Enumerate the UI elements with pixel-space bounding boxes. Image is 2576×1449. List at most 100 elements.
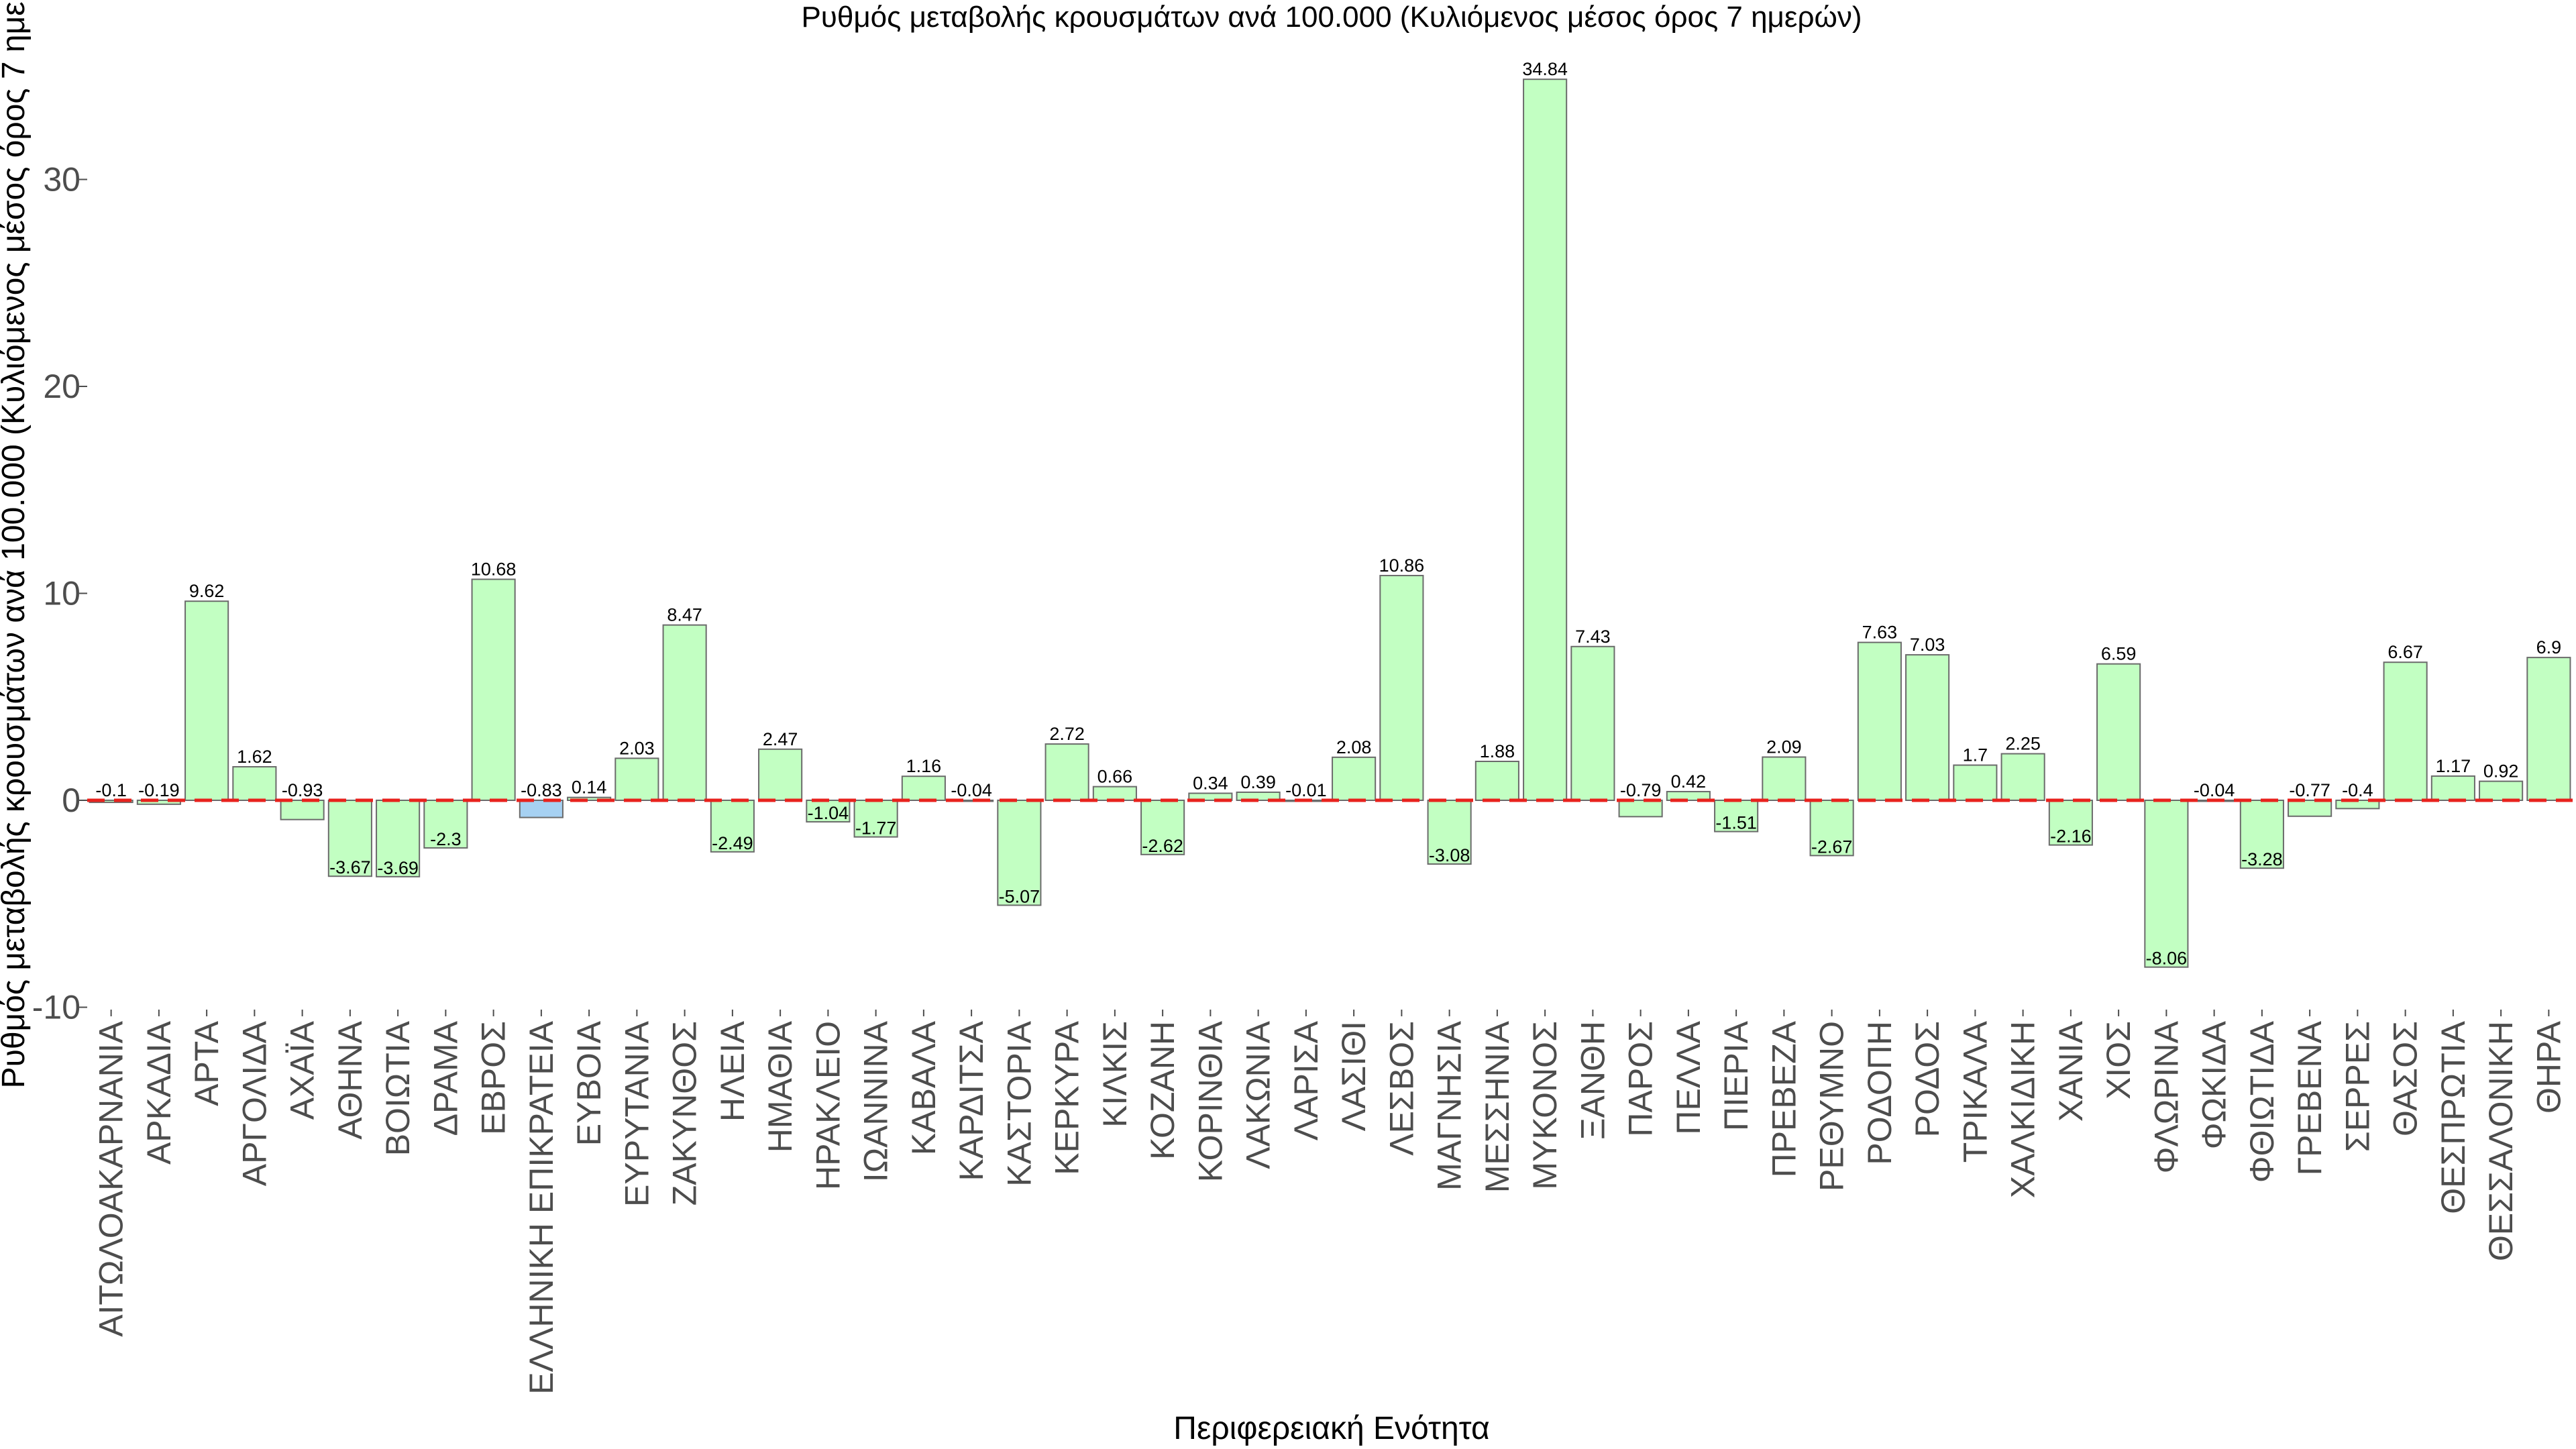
bar [758, 748, 803, 802]
bar [1570, 645, 1615, 801]
data-label: 10.86 [1379, 555, 1425, 576]
x-tick-label: ΗΜΑΘΙΑ [761, 1020, 799, 1152]
data-label: -3.67 [329, 857, 371, 877]
x-tick-label: ΘΑΣΟΣ [2387, 1021, 2424, 1136]
bar [471, 578, 516, 801]
x-tick-label: ΠΑΡΟΣ [1622, 1021, 1660, 1137]
bar [136, 800, 181, 805]
data-label: 0.92 [2483, 761, 2519, 782]
bar [1379, 574, 1424, 801]
x-tick-label: ΓΡΕΒΕΝΑ [2291, 1020, 2328, 1175]
bar [1474, 761, 1519, 801]
bar [184, 600, 229, 802]
data-label: 6.67 [2387, 642, 2423, 662]
x-tick-label: ΚΑΣΤΟΡΙΑ [1000, 1020, 1038, 1186]
data-label: 2.72 [1049, 724, 1085, 744]
data-label: 1.17 [2436, 756, 2471, 776]
x-tick-label: ΦΘΙΩΤΙΔΑ [2243, 1020, 2281, 1183]
bar [853, 800, 898, 838]
x-tick-label: ΧΑΛΚΙΔΙΚΗ [2004, 1021, 2042, 1198]
bar [2479, 780, 2524, 802]
y-axis-title: Ρυθμός μεταβολής κρουσμάτων ανά 100.000 … [0, 0, 32, 1088]
bar [1427, 800, 1472, 865]
bar [2239, 800, 2284, 869]
y-axis: -10 0 10 20 30 [32, 161, 87, 1026]
data-label: 2.03 [619, 738, 655, 758]
bar [2526, 657, 2571, 802]
y-tick-label: 20 [43, 368, 80, 405]
bar [232, 766, 277, 801]
bar [1857, 641, 1902, 801]
bar [662, 624, 707, 801]
x-tick-label: ΧΑΝΙΑ [2052, 1020, 2090, 1122]
bar [2096, 663, 2141, 801]
x-tick-label: ΜΕΣΣΗΝΙΑ [1479, 1020, 1516, 1193]
data-label: -0.77 [2289, 780, 2330, 800]
x-tick-label: ΧΙΟΣ [2100, 1021, 2137, 1099]
x-tick-label: ΘΕΣΣΑΛΟΝΙΚΗ [2482, 1021, 2520, 1261]
x-tick-label: ΙΩΑΝΝΙΝΑ [857, 1020, 895, 1182]
x-tick-label: ΑΡΓΟΛΙΔΑ [235, 1020, 273, 1186]
data-label: 10.68 [471, 559, 517, 580]
data-label: 7.43 [1575, 627, 1611, 647]
data-label: -0.19 [138, 780, 180, 800]
bar [2288, 800, 2332, 817]
x-tick-label: ΠΡΕΒΕΖΑ [1765, 1020, 1803, 1177]
data-label: 7.63 [1862, 623, 1898, 643]
bar [519, 800, 564, 818]
chart-title: Ρυθμός μεταβολής κρουσμάτων ανά 100.000 … [801, 1, 1862, 34]
x-tick-label: ΘΕΣΠΡΩΤΙΑ [2434, 1020, 2472, 1214]
bar [1905, 654, 1950, 802]
data-label: -2.67 [1811, 837, 1853, 857]
bar [1666, 791, 1711, 801]
y-tick-label: 30 [43, 161, 80, 199]
data-label: 2.47 [763, 729, 798, 749]
data-label: 0.66 [1097, 767, 1133, 787]
bar [327, 800, 372, 877]
y-tick-label: -10 [32, 989, 80, 1026]
data-label: -0.04 [951, 780, 992, 800]
x-tick-label: ΘΗΡΑ [2530, 1020, 2567, 1114]
bar [901, 775, 946, 801]
data-label: -0.93 [282, 780, 323, 800]
data-label: -8.06 [2146, 949, 2188, 969]
data-label: 1.88 [1480, 741, 1515, 761]
bar [2144, 800, 2189, 968]
x-tick-label: ΡΕΘΥΜΝΟ [1813, 1021, 1851, 1191]
data-label: 0.14 [572, 777, 607, 798]
data-label: -3.69 [377, 858, 419, 878]
data-label: 34.84 [1522, 59, 1568, 79]
data-label: -0.04 [2194, 780, 2235, 800]
x-tick-label: ΕΥΒΟΙΑ [570, 1020, 608, 1146]
bar [1523, 78, 1568, 801]
x-tick-label: ΦΛΩΡΙΝΑ [2147, 1020, 2185, 1173]
data-label: -0.83 [521, 780, 562, 800]
x-tick-label: ΑΡΤΑ [188, 1020, 225, 1106]
data-label: -1.77 [855, 818, 897, 839]
data-label: 6.59 [2101, 644, 2137, 664]
bar [423, 800, 468, 849]
x-tick-label: ΑΙΤΩΛΟΑΚΑΡΝΑΝΙΑ [93, 1020, 130, 1336]
bar [2000, 753, 2045, 802]
bar [2048, 800, 2093, 846]
bar [2383, 661, 2428, 802]
x-tick-label: ΡΟΔΟΣ [1909, 1021, 1946, 1137]
data-label: 1.16 [906, 756, 942, 776]
data-label: 2.08 [1336, 737, 1372, 757]
data-labels-group: -0.1 -0.19 9.62 1.62 -0.93 -3.67 -3.69 -2.3 10.6… [95, 59, 2561, 968]
x-tick-label: ΚΟΖΑΝΗ [1144, 1021, 1181, 1160]
data-label: 8.47 [667, 605, 702, 625]
x-tick-label: ΖΑΚΥΝΘΟΣ [666, 1021, 704, 1205]
data-label: 0.39 [1240, 772, 1276, 792]
x-tick-label: ΦΩΚΙΔΑ [2196, 1020, 2233, 1149]
x-tick-label: ΛΑΣΙΘΙ [1335, 1021, 1373, 1131]
x-tick-label: ΕΒΡΟΣ [475, 1021, 513, 1135]
x-tick-label: ΕΥΡΥΤΑΝΙΑ [618, 1020, 655, 1207]
data-label: -0.1 [95, 780, 127, 800]
x-tick-label: ΚΕΡΚΥΡΑ [1049, 1020, 1086, 1175]
bar [2430, 775, 2475, 802]
data-label: -3.28 [2241, 849, 2283, 869]
x-tick-label: ΚΙΛΚΙΣ [1096, 1021, 1134, 1128]
data-label: 6.9 [2536, 637, 2562, 657]
x-tick-label: ΤΡΙΚΑΛΑ [1956, 1020, 1994, 1163]
